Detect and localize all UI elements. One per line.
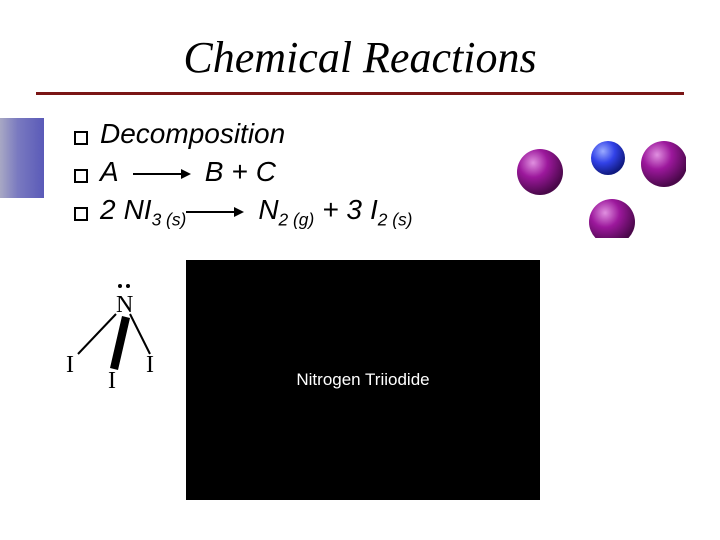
arrow-icon	[186, 205, 244, 219]
lewis-i-label-3: I	[108, 368, 116, 390]
bullet-square-icon	[74, 169, 88, 183]
eq-sp1-base: NI	[124, 194, 152, 225]
eq-sp2-sub: 2 (g)	[279, 210, 315, 230]
video-thumbnail[interactable]: Nitrogen Triiodide	[186, 260, 540, 500]
eq-sp2: N2 (g)	[258, 194, 314, 231]
eq-rhs-c: C	[256, 156, 276, 188]
molecule-3d	[516, 118, 686, 238]
eq-sp1-sub: 3 (s)	[152, 210, 187, 230]
eq-plus: +	[231, 156, 247, 188]
eq-rhs-b: B	[205, 156, 224, 188]
lewis-structure: N I I I	[60, 270, 170, 390]
title-underline	[36, 92, 684, 95]
bullet-square-icon	[74, 207, 88, 221]
lewis-i-label-2: I	[146, 352, 154, 378]
slide: Chemical Reactions Decomposition A B + C…	[0, 0, 720, 540]
eq-plus3: + 3	[322, 194, 362, 226]
lewis-i-label-1: I	[66, 352, 74, 378]
video-label: Nitrogen Triiodide	[296, 370, 429, 390]
eq-sp1: NI3 (s)	[124, 194, 187, 231]
eq-sp3-sub: 2 (s)	[378, 210, 413, 230]
accent-block	[0, 118, 44, 198]
eq-sp3-base: I	[370, 194, 378, 225]
slide-title: Chemical Reactions	[0, 32, 720, 83]
bullet-text: Decomposition	[100, 118, 285, 150]
eq-lhs: A	[100, 156, 119, 188]
arrow-icon	[133, 167, 191, 181]
bullet-square-icon	[74, 131, 88, 145]
eq-sp2-base: N	[258, 194, 278, 225]
eq-coef1: 2	[100, 194, 116, 226]
eq-sp3: I2 (s)	[370, 194, 413, 231]
